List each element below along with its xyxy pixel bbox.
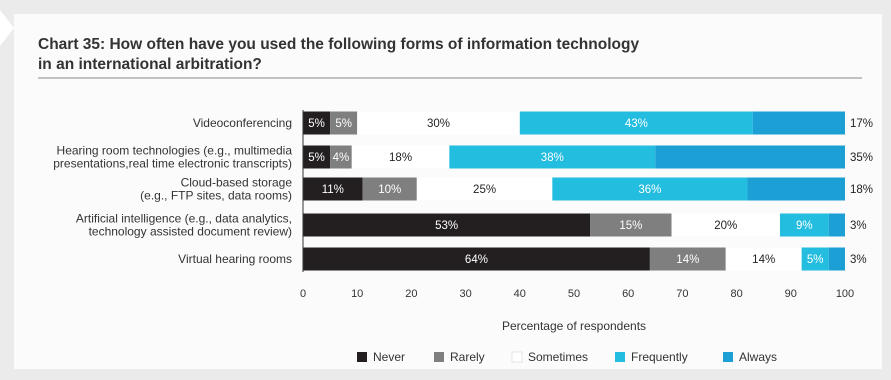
legend: Never Rarely Sometimes Frequently Always xyxy=(357,350,777,364)
category-label: Videoconferencing xyxy=(193,116,292,130)
data-label: 11% xyxy=(322,184,344,196)
corner-marker xyxy=(0,10,14,46)
bar-segment-sometimes xyxy=(357,111,520,135)
data-label: 30% xyxy=(427,118,450,130)
legend-label-rarely: Rarely xyxy=(450,350,485,364)
x-tick-label: 100 xyxy=(836,288,854,300)
bar-segment-frequently xyxy=(552,177,748,201)
x-tick-label: 10 xyxy=(351,288,363,300)
legend-label-never: Never xyxy=(373,350,405,364)
bar-segment-sometimes xyxy=(416,177,553,201)
data-label: 3% xyxy=(850,220,867,232)
category-label-line: Virtual hearing rooms xyxy=(178,252,292,266)
data-label: 18% xyxy=(850,184,873,196)
bar-segment-never xyxy=(303,213,591,237)
category-label-line: Artificial intelligence (e.g., data anal… xyxy=(76,212,292,226)
bar-segment-sometimes xyxy=(671,213,780,237)
category-label: Virtual hearing rooms xyxy=(178,252,292,266)
data-label: 20% xyxy=(714,220,737,232)
bar-segment-rarely xyxy=(649,247,726,271)
bar-segment-never xyxy=(303,145,331,169)
data-label: 35% xyxy=(850,152,873,164)
x-tick-label: 30 xyxy=(459,288,471,300)
legend-swatch-rarely xyxy=(434,352,444,362)
data-label: 36% xyxy=(638,184,661,196)
category-label: Hearing room technologies (e.g., multime… xyxy=(53,144,292,171)
bar-segment-frequently xyxy=(519,111,753,135)
bar-segment-frequently xyxy=(449,145,656,169)
x-axis: 0 10 20 30 40 50 60 70 80 90 100 xyxy=(300,110,854,300)
bars-group: Videoconferencing 5% 5% 30% 43% 17% Hearing ro… xyxy=(53,111,873,271)
data-label: 64% xyxy=(465,254,488,266)
x-tick-label: 80 xyxy=(730,288,742,300)
category-label-line: technology assisted document review) xyxy=(89,225,292,239)
bar-segment-always xyxy=(747,177,845,201)
legend-label-frequently: Frequently xyxy=(631,350,688,364)
x-tick-label: 60 xyxy=(622,288,634,300)
bar-segment-frequently xyxy=(779,213,829,237)
bar-segment-rarely xyxy=(590,213,672,237)
bar-segment-rarely xyxy=(362,177,417,201)
bar-segment-sometimes xyxy=(351,145,450,169)
legend-label-always: Always xyxy=(739,350,777,364)
bar-segment-rarely xyxy=(330,145,352,169)
data-label: 38% xyxy=(541,152,564,164)
x-tick-label: 50 xyxy=(568,288,580,300)
category-label-line: Videoconferencing xyxy=(193,116,292,130)
category-label: Cloud-based storage (e.g., FTP sites, dat… xyxy=(140,176,292,203)
chart-title-line-2: in an international arbitration? xyxy=(38,56,262,73)
bar-segment-always xyxy=(655,145,845,169)
bar-segment-always xyxy=(752,111,845,135)
x-tick-label: 90 xyxy=(785,288,797,300)
category-label-line: Hearing room technologies (e.g., multime… xyxy=(57,144,293,158)
data-label: 14% xyxy=(676,254,699,266)
legend-label-sometimes: Sometimes xyxy=(528,350,588,364)
category-label: Artificial intelligence (e.g., data anal… xyxy=(76,212,292,239)
legend-swatch-never xyxy=(357,352,367,362)
x-axis-label: Percentage of respondents xyxy=(502,319,646,333)
data-label: 18% xyxy=(389,152,412,164)
data-label: 25% xyxy=(473,184,496,196)
bar-segment-frequently xyxy=(801,247,829,271)
chart-title: Chart 35: How often have you used the fo… xyxy=(38,35,798,75)
bar-segment-sometimes xyxy=(725,247,802,271)
data-label: 5% xyxy=(308,118,325,130)
x-tick-label: 20 xyxy=(405,288,417,300)
x-tick-label: 70 xyxy=(676,288,688,300)
data-label: 5% xyxy=(335,118,352,130)
legend-swatch-sometimes xyxy=(511,351,523,363)
category-label-line: Cloud-based storage xyxy=(181,176,293,190)
legend-swatch-frequently xyxy=(615,352,625,362)
bar-segment-rarely xyxy=(330,111,358,135)
data-label: 4% xyxy=(333,152,350,164)
data-label: 15% xyxy=(619,220,642,232)
category-label-line: presentations,real time electronic trans… xyxy=(53,157,292,171)
data-label: 14% xyxy=(752,254,775,266)
data-label: 43% xyxy=(625,118,648,130)
category-label-line: (e.g., FTP sites, data rooms) xyxy=(140,189,292,203)
bar-segment-never xyxy=(303,247,650,271)
x-tick-label: 0 xyxy=(300,288,306,300)
data-label: 5% xyxy=(308,152,325,164)
bar-segment-always xyxy=(828,247,845,271)
data-label: 10% xyxy=(378,184,401,196)
x-tick-label: 40 xyxy=(514,288,526,300)
data-label: 5% xyxy=(807,254,824,266)
bar-segment-always xyxy=(828,213,845,237)
data-label: 3% xyxy=(850,254,867,266)
data-label: 17% xyxy=(850,118,873,130)
chart-title-line-1: Chart 35: How often have you used the fo… xyxy=(38,36,640,53)
legend-swatch-always xyxy=(723,352,733,362)
bar-segment-never xyxy=(303,111,331,135)
data-label: 9% xyxy=(796,220,813,232)
bar-segment-never xyxy=(303,177,363,201)
data-label: 53% xyxy=(435,220,458,232)
